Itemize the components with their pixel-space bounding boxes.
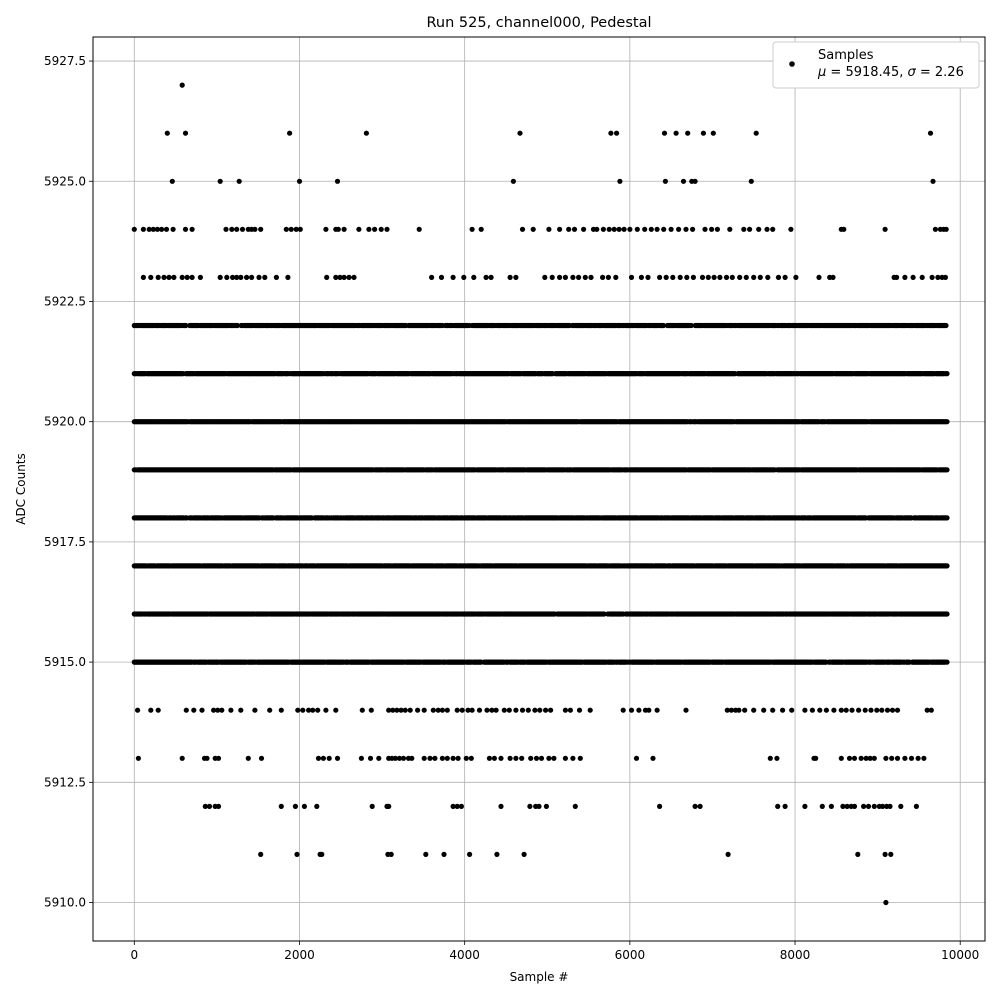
data-point [944, 467, 950, 473]
data-point [944, 611, 950, 617]
data-point [944, 659, 950, 665]
data-points [131, 82, 950, 906]
data-point [944, 515, 950, 521]
data-point [944, 419, 950, 425]
data-point [601, 611, 607, 617]
data-point [944, 563, 950, 569]
chart-title: Run 525, channel000, Pedestal [426, 15, 651, 31]
